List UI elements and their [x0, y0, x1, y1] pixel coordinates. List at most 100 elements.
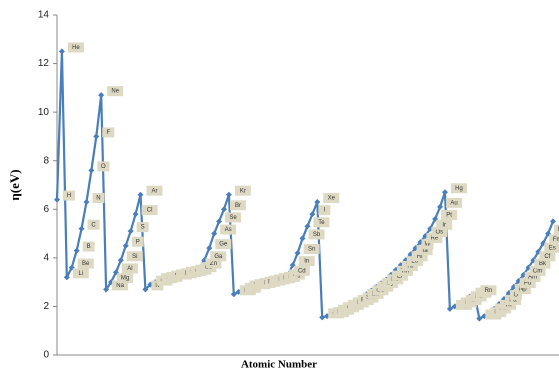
- data-label: N: [96, 196, 100, 202]
- marker: [230, 291, 237, 298]
- label-box: [514, 284, 531, 295]
- label-box: [554, 224, 559, 235]
- data-label: Md: [558, 227, 559, 233]
- data-label: Os: [435, 230, 443, 236]
- label-box: [136, 222, 149, 233]
- data-label: Rn: [485, 288, 493, 294]
- label-box: [303, 244, 320, 254]
- marker: [142, 286, 149, 293]
- data-label: Es: [549, 245, 556, 251]
- data-label: Hf: [417, 254, 423, 260]
- label-box: [82, 241, 95, 252]
- label-box: [544, 242, 559, 253]
- marker: [122, 242, 129, 249]
- data-label: F: [106, 130, 110, 136]
- label-box: [524, 271, 541, 282]
- data-label: Mg: [121, 276, 129, 282]
- label-box: [67, 42, 84, 53]
- marker: [73, 247, 80, 254]
- data-label: O: [101, 164, 106, 170]
- label-box: [141, 205, 158, 216]
- label-box: [210, 251, 227, 262]
- data-label: Ne: [111, 89, 119, 95]
- marker: [88, 167, 95, 174]
- data-label: Sn: [308, 247, 315, 253]
- data-label: Re: [431, 236, 439, 242]
- label-box: [293, 265, 310, 276]
- data-label: Bk: [539, 261, 547, 267]
- data-label: Br: [235, 203, 241, 209]
- marker: [309, 211, 316, 218]
- marker: [437, 203, 444, 210]
- label-box: [539, 251, 556, 262]
- marker: [132, 211, 139, 218]
- data-label: Ta: [421, 248, 428, 254]
- data-label: K: [155, 283, 159, 289]
- marker: [117, 257, 124, 264]
- y-tick-label: 0: [43, 350, 49, 361]
- label-box: [225, 212, 242, 223]
- marker: [304, 223, 311, 230]
- label-box: [63, 190, 75, 201]
- marker: [54, 196, 60, 203]
- marker: [314, 199, 321, 205]
- marker: [319, 314, 326, 321]
- data-label: Be: [82, 261, 90, 267]
- y-tick-label: 6: [43, 204, 49, 215]
- marker: [476, 315, 483, 322]
- data-label: U: [514, 293, 518, 299]
- label-box: [72, 268, 89, 279]
- data-label: B: [87, 244, 91, 250]
- label-box: [426, 233, 443, 244]
- marker: [78, 225, 85, 232]
- data-label: Si: [132, 254, 137, 260]
- data-label: Ar: [151, 188, 157, 194]
- y-tick-label: 8: [43, 155, 49, 166]
- label-box: [112, 280, 129, 291]
- label-box: [102, 127, 115, 138]
- marker: [216, 218, 223, 225]
- data-label: Na: [116, 283, 124, 289]
- label-box: [220, 224, 237, 235]
- data-label: Ir: [442, 222, 446, 228]
- data-label: Er: [397, 273, 403, 279]
- label-box: [519, 278, 536, 288]
- y-tick-label: 2: [43, 301, 49, 312]
- data-label: S: [141, 225, 145, 231]
- data-label: Ga: [214, 254, 223, 260]
- marker: [446, 305, 453, 312]
- data-label: Np: [519, 287, 527, 293]
- data-label: Al: [127, 266, 132, 272]
- data-label: Kr: [240, 188, 246, 194]
- marker: [93, 133, 100, 140]
- label-box: [107, 86, 124, 97]
- marker: [83, 199, 90, 205]
- x-axis-label: Atomic Number: [241, 359, 317, 371]
- label-box: [421, 239, 434, 250]
- label-box: [509, 290, 522, 301]
- data-label: Th: [505, 302, 512, 308]
- marker: [98, 92, 105, 99]
- data-label: W: [425, 242, 431, 248]
- marker: [137, 191, 144, 198]
- data-label: P: [136, 239, 140, 245]
- label-box: [534, 258, 551, 269]
- data-label: Te: [318, 220, 325, 226]
- data-label: Pa: [509, 298, 517, 304]
- label-box: [215, 239, 232, 250]
- marker: [225, 191, 232, 198]
- data-label: Lu: [411, 259, 418, 265]
- marker: [206, 245, 213, 252]
- data-label: Ge: [219, 242, 228, 248]
- y-tick-label: 4: [43, 252, 49, 263]
- label-box: [77, 258, 94, 269]
- label-box: [318, 205, 331, 216]
- label-box: [436, 219, 453, 230]
- marker: [441, 189, 448, 196]
- label-box: [126, 251, 143, 262]
- marker: [103, 286, 110, 293]
- data-label: Li: [78, 271, 83, 277]
- label-box: [298, 256, 315, 267]
- label-box: [92, 193, 105, 203]
